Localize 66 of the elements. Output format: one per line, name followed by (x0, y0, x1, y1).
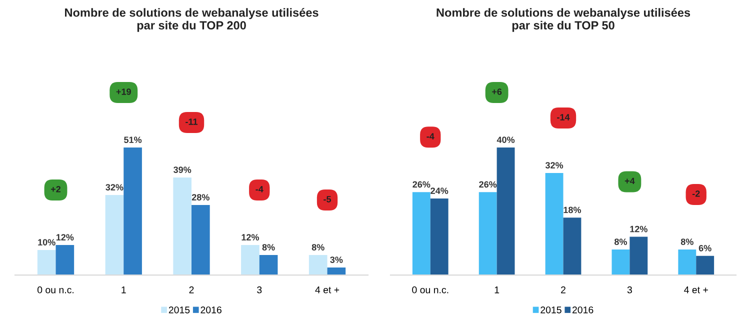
x-tick-label: 1 (494, 286, 500, 294)
text: -4 (426, 133, 434, 140)
bar (478, 192, 497, 276)
x-tick-label: 4 et + (684, 286, 708, 294)
x-tick-label: 0 ou n.c. (412, 286, 448, 294)
text: -11 (186, 118, 198, 125)
data-label: 12% (630, 226, 648, 232)
data-label: 8% (614, 238, 627, 245)
data-label: 8% (680, 238, 694, 245)
data-label: 10% (38, 239, 56, 246)
x-tick-label: 2 (189, 286, 194, 294)
bar (696, 256, 714, 276)
bar (259, 255, 278, 276)
bar (630, 236, 648, 276)
bar (496, 148, 515, 276)
chart-title: Nombre de solutions de webanalyse utilisées par site du TOP 50 (436, 8, 690, 32)
data-label: 51% (124, 136, 142, 143)
bar (241, 245, 260, 276)
text: -14 (557, 114, 570, 120)
text: +6 (492, 88, 502, 95)
data-label: 3% (330, 256, 343, 263)
bar (56, 245, 74, 276)
text: +19 (116, 88, 131, 95)
data-label: 26% (479, 181, 497, 188)
bar (37, 250, 56, 276)
legend-label: 2016 (572, 306, 594, 314)
data-label: 28% (192, 194, 210, 200)
data-label: 24% (430, 188, 448, 194)
data-label: 26% (412, 181, 430, 188)
bar (430, 198, 448, 276)
x-tick-label: 3 (257, 286, 262, 294)
annotation: +4 (624, 178, 635, 184)
data-label: 8% (262, 244, 275, 250)
bar (412, 192, 430, 276)
annotation: +2 (50, 186, 61, 192)
bar (173, 178, 192, 276)
data-label: 12% (56, 234, 74, 240)
legend-label: 2015 (540, 306, 562, 314)
data-label: 40% (496, 136, 515, 143)
x-tick-label: 3 (627, 286, 632, 294)
x-tick-label: 1 (122, 286, 126, 294)
legend-label: 2016 (200, 306, 222, 314)
annotation: -5 (324, 196, 332, 202)
bar (327, 268, 346, 276)
annotation: -2 (692, 190, 700, 197)
bar (545, 173, 564, 276)
x-tick-label: 0 ou n.c. (37, 286, 74, 294)
data-label: 6% (698, 244, 712, 252)
data-label: 32% (545, 162, 564, 169)
bar (124, 148, 142, 276)
bar (612, 250, 630, 276)
data-label: 12% (242, 234, 260, 240)
legend-label: 2015 (168, 306, 190, 314)
data-label: 18% (564, 206, 582, 214)
x-tick-label: 4 et + (315, 286, 340, 294)
annotation: -4 (256, 186, 264, 192)
chart-title: Nombre de solutions de webanalyse utilisées par site du TOP 200 (65, 8, 318, 32)
data-label: 32% (106, 184, 124, 190)
data-label: 8% (312, 244, 324, 250)
bar (678, 250, 696, 276)
bar (192, 205, 210, 276)
x-tick-label: 2 (561, 286, 566, 294)
bar (308, 255, 328, 276)
data-label: 39% (174, 166, 192, 174)
bar (563, 218, 582, 276)
bar (105, 195, 124, 276)
